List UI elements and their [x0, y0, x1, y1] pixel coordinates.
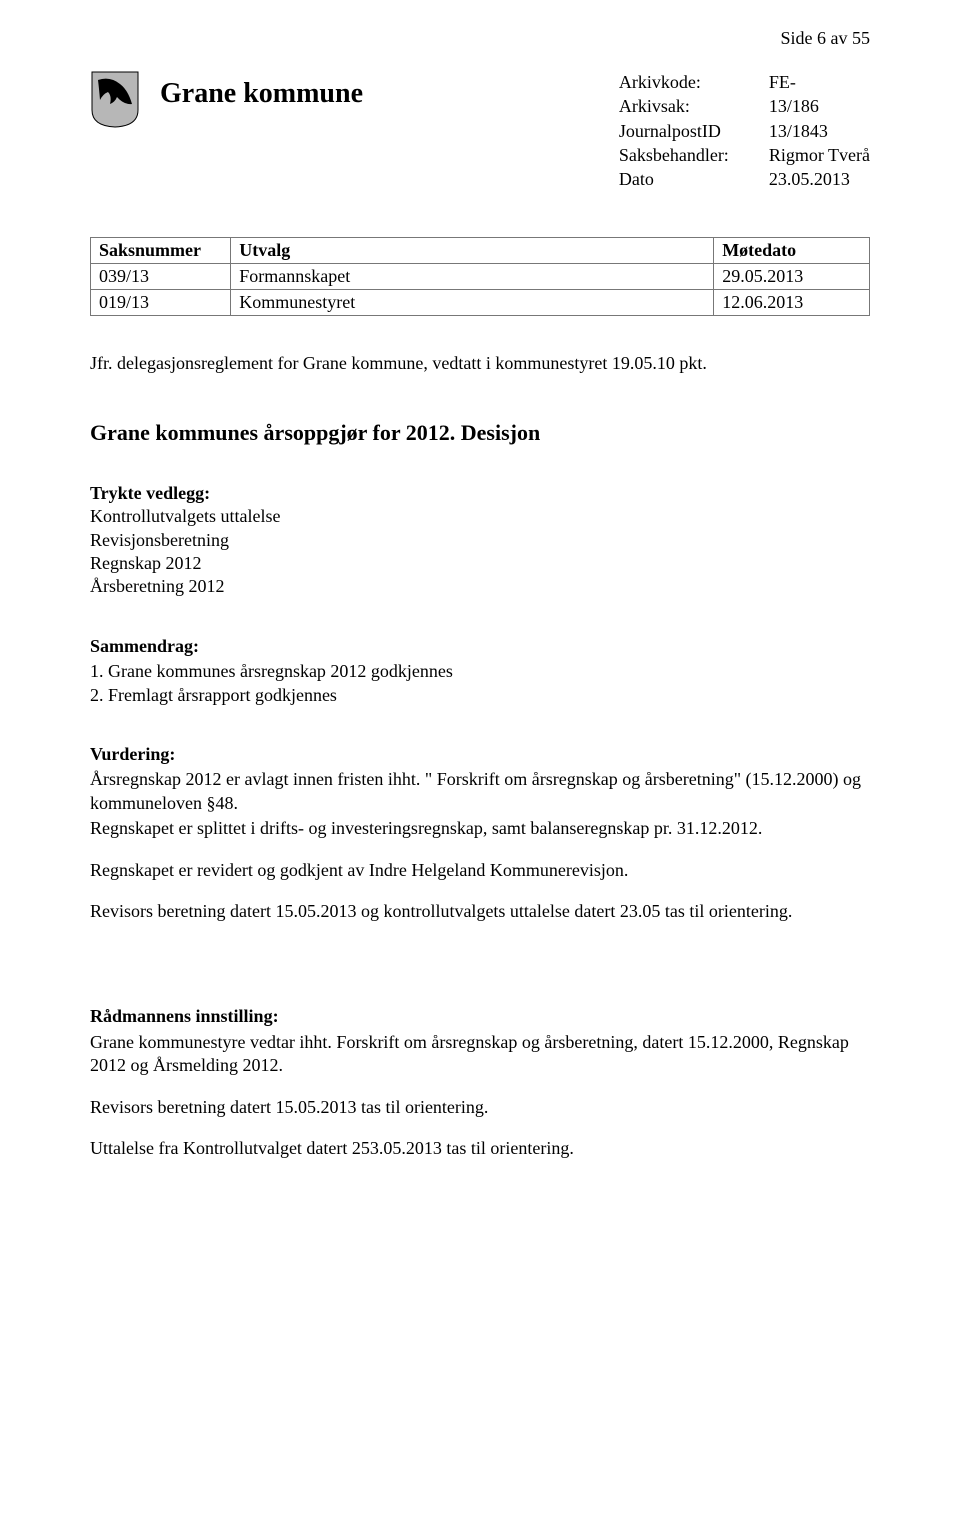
vurdering-paragraph: Regnskapet er splittet i drifts- og inve…: [90, 817, 870, 840]
col-header-saksnummer: Saksnummer: [91, 238, 231, 264]
sammendrag-label: Sammendrag:: [90, 635, 870, 658]
document-header: Grane kommune Arkivkode: FE- Arkivsak: 1…: [90, 70, 870, 191]
saksbehandler-label: Saksbehandler:: [619, 143, 769, 167]
journalpostid-label: JournalpostID: [619, 119, 769, 143]
sammendrag-item: 2. Fremlagt årsrapport godkjennes: [90, 684, 870, 707]
vedlegg-item: Årsberetning 2012: [90, 575, 870, 598]
arkivkode-label: Arkivkode:: [619, 70, 769, 94]
arkivkode-value: FE-: [769, 70, 796, 94]
document-page: Side 6 av 55 Grane kommune Arkivkode: FE…: [0, 0, 960, 1524]
vedlegg-item: Revisjonsberetning: [90, 529, 870, 552]
case-table: Saksnummer Utvalg Møtedato 039/13 Forman…: [90, 237, 870, 316]
innstilling-section: Rådmannens innstilling: Grane kommunesty…: [90, 1005, 870, 1160]
dato-value: 23.05.2013: [769, 167, 850, 191]
vedlegg-label: Trykte vedlegg:: [90, 482, 870, 505]
innstilling-paragraph: Grane kommunestyre vedtar ihht. Forskrif…: [90, 1031, 870, 1078]
vedlegg-item: Regnskap 2012: [90, 552, 870, 575]
vurdering-section: Vurdering: Årsregnskap 2012 er avlagt in…: [90, 743, 870, 923]
table-row: 039/13 Formannskapet 29.05.2013: [91, 264, 870, 290]
vurdering-paragraph: Årsregnskap 2012 er avlagt innen fristen…: [90, 768, 870, 815]
dato-label: Dato: [619, 167, 769, 191]
vurdering-paragraph: Revisors beretning datert 15.05.2013 og …: [90, 900, 870, 923]
vedlegg-item: Kontrollutvalgets uttalelse: [90, 505, 870, 528]
page-number: Side 6 av 55: [781, 28, 871, 49]
innstilling-label: Rådmannens innstilling:: [90, 1005, 870, 1028]
municipality-title: Grane kommune: [160, 70, 599, 110]
cell-utvalg: Formannskapet: [231, 264, 714, 290]
vurdering-paragraph: Regnskapet er revidert og godkjent av In…: [90, 859, 870, 882]
sammendrag-section: Sammendrag: 1. Grane kommunes årsregnska…: [90, 635, 870, 707]
cell-saksnummer: 019/13: [91, 290, 231, 316]
cell-saksnummer: 039/13: [91, 264, 231, 290]
innstilling-paragraph: Revisors beretning datert 15.05.2013 tas…: [90, 1096, 870, 1119]
cell-motedato: 29.05.2013: [714, 264, 870, 290]
document-title: Grane kommunes årsoppgjør for 2012. Desi…: [90, 420, 870, 446]
innstilling-paragraph: Uttalelse fra Kontrollutvalget datert 25…: [90, 1137, 870, 1160]
table-header-row: Saksnummer Utvalg Møtedato: [91, 238, 870, 264]
municipality-crest-icon: [90, 70, 140, 128]
sammendrag-item: 1. Grane kommunes årsregnskap 2012 godkj…: [90, 660, 870, 683]
saksbehandler-value: Rigmor Tverå: [769, 143, 870, 167]
vurdering-label: Vurdering:: [90, 743, 870, 766]
cell-utvalg: Kommunestyret: [231, 290, 714, 316]
col-header-utvalg: Utvalg: [231, 238, 714, 264]
table-row: 019/13 Kommunestyret 12.06.2013: [91, 290, 870, 316]
journalpostid-value: 13/1843: [769, 119, 828, 143]
arkivsak-value: 13/186: [769, 94, 819, 118]
cell-motedato: 12.06.2013: [714, 290, 870, 316]
arkivsak-label: Arkivsak:: [619, 94, 769, 118]
col-header-motedato: Møtedato: [714, 238, 870, 264]
jfr-paragraph: Jfr. delegasjonsreglement for Grane komm…: [90, 352, 870, 375]
vedlegg-section: Trykte vedlegg: Kontrollutvalgets uttale…: [90, 482, 870, 599]
case-metadata: Arkivkode: FE- Arkivsak: 13/186 Journalp…: [619, 70, 870, 191]
